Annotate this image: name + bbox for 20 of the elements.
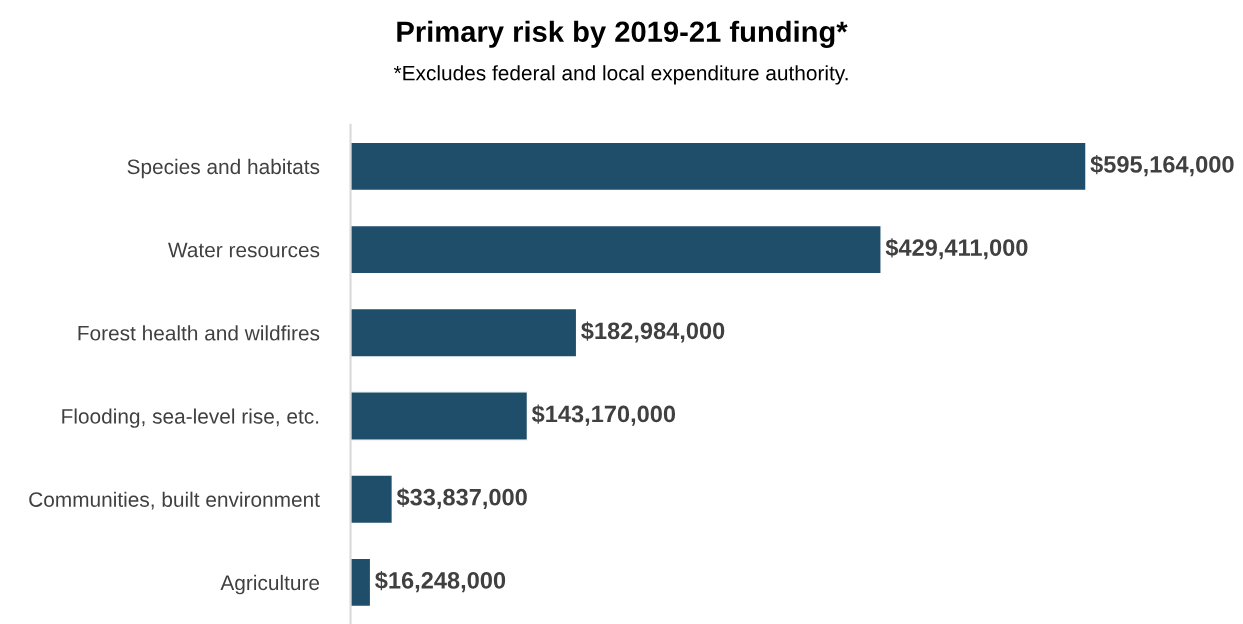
- bar: [350, 391, 529, 441]
- y-tick-label: Water resources: [168, 242, 320, 258]
- data-label: $429,411,000: [885, 238, 1028, 260]
- data-label: $595,164,000: [1090, 154, 1234, 177]
- data-label: $16,248,000: [375, 570, 506, 593]
- y-tick-label: Agriculture: [220, 574, 320, 595]
- chart-subtitle: *Excludes federal and local expenditure authority.: [393, 65, 848, 85]
- y-tick-label: Species and habitats: [127, 158, 320, 179]
- y-tick-label: Flooding, sea-level rise, etc.: [62, 408, 319, 428]
- data-label: $182,984,000: [581, 321, 725, 343]
- bar: [350, 557, 372, 608]
- y-tick-label: Forest health and wildfires: [78, 325, 320, 341]
- bar: [350, 307, 578, 358]
- bar: [350, 474, 394, 525]
- y-tick-label: Communities, built environment: [29, 491, 320, 510]
- data-label: $143,170,000: [531, 404, 676, 426]
- chart-title: Primary risk by 2019-21 funding*: [397, 20, 848, 48]
- bar: [350, 141, 1087, 192]
- data-label: $33,837,000: [396, 487, 527, 509]
- bar: [350, 224, 882, 275]
